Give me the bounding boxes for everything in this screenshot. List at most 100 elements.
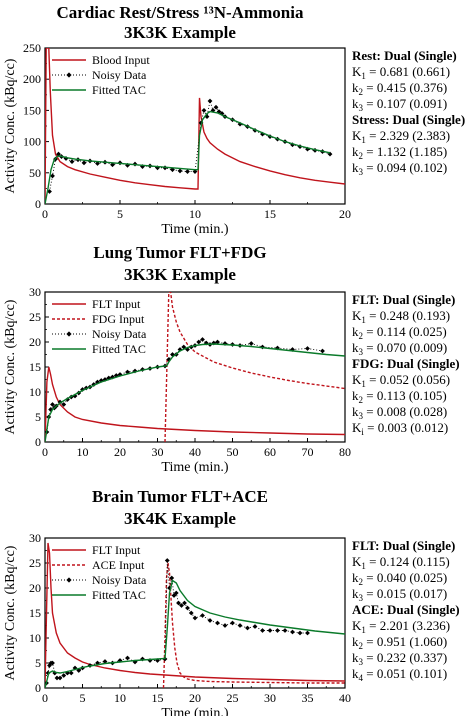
x-tick-label: 10 [189, 207, 201, 221]
data-point [72, 393, 78, 399]
chart-title: Cardiac Rest/Stress ¹³N-Ammonia [57, 3, 304, 22]
data-point [320, 348, 325, 354]
param-subscript: 3 [359, 167, 364, 177]
x-tick-label: 0 [42, 445, 48, 459]
data-point [290, 347, 295, 352]
param-value: = 0.124 (0.115) [366, 554, 450, 569]
y-tick-label: 10 [29, 385, 41, 399]
chart-title: Brain Tumor FLT+ACE [92, 487, 268, 506]
x-tick-label: 30 [152, 445, 164, 459]
data-point [297, 630, 303, 636]
x-tick-label: 20 [339, 207, 351, 221]
x-tick-label: 10 [114, 691, 126, 705]
legend-label: Noisy Data [92, 327, 147, 341]
param-symbol: K [352, 618, 362, 633]
param-symbol: k [352, 404, 359, 419]
param-value: = 0.113 (0.105) [363, 388, 447, 403]
param-symbol: k [352, 586, 359, 601]
data-point [185, 169, 190, 174]
data-point [176, 600, 181, 606]
data-point [132, 368, 138, 374]
x-tick-label: 80 [339, 445, 351, 459]
data-point [54, 675, 60, 681]
x-tick-label: 50 [227, 445, 239, 459]
data-point [200, 613, 205, 618]
y-tick-label: 150 [23, 103, 41, 117]
legend-label: ACE Input [92, 558, 145, 572]
param-line: K1 = 0.124 (0.115) [352, 554, 450, 571]
data-point [95, 161, 100, 166]
chart-subtitle: 3K3K Example [124, 265, 236, 284]
x-tick-label: 60 [264, 445, 276, 459]
data-point [110, 374, 115, 380]
data-point [230, 620, 235, 626]
param-symbol: k [352, 144, 359, 159]
param-value: = 0.681 (0.661) [366, 64, 450, 79]
param-subscript: 1 [361, 315, 366, 325]
param-symbol: K [352, 128, 362, 143]
legend-entry: Noisy Data [52, 68, 147, 82]
plot-frame [44, 47, 346, 205]
data-point [68, 670, 74, 676]
data-point [106, 375, 112, 381]
param-line: k3 = 0.008 (0.028) [352, 404, 447, 421]
data-point [113, 373, 119, 378]
data-point [181, 344, 187, 350]
x-tick-label: 5 [117, 207, 123, 221]
param-value: = 0.107 (0.091) [363, 96, 447, 111]
y-tick-label: 0 [35, 681, 41, 695]
x-tick-label: 10 [77, 445, 89, 459]
param-line: Ki = 0.003 (0.012) [352, 420, 448, 437]
legend-entry: ACE Input [52, 558, 145, 572]
data-point [95, 379, 100, 385]
data-point [102, 377, 108, 382]
legend-entry: Fitted TAC [52, 588, 146, 602]
param-symbol: k [352, 634, 359, 649]
y-tick-label: 15 [29, 360, 41, 374]
param-symbol: k [352, 650, 359, 665]
y-tick-label: 100 [23, 135, 41, 149]
legend-entry: Blood Input [52, 53, 150, 67]
series-group [45, 48, 345, 204]
legend-entry: FLT Input [52, 297, 141, 311]
y-tick-label: 15 [29, 606, 41, 620]
x-tick-label: 40 [189, 445, 201, 459]
data-point [275, 628, 280, 633]
y-axis-label: Activity Conc. (kBq/cc) [3, 545, 18, 680]
data-point [210, 108, 216, 113]
series-group [45, 292, 345, 442]
param-subscript: 1 [361, 135, 366, 145]
x-tick-label: 20 [189, 691, 201, 705]
data-point [290, 142, 295, 148]
data-point [305, 346, 310, 351]
data-point [170, 352, 175, 357]
param-subscript: 1 [361, 379, 366, 389]
y-tick-label: 20 [29, 335, 41, 349]
legend-label: Blood Input [92, 53, 150, 67]
data-point [305, 630, 310, 636]
data-point [213, 104, 219, 110]
y-tick-label: 30 [29, 531, 41, 545]
param-line: k3 = 0.232 (0.337) [352, 650, 447, 667]
param-line: K1 = 0.681 (0.661) [352, 64, 450, 81]
data-point [222, 341, 228, 346]
param-subscript: 1 [361, 625, 366, 635]
data-point [211, 340, 217, 346]
data-point [80, 387, 85, 392]
param-value: = 0.015 (0.017) [363, 586, 447, 601]
param-value: = 0.008 (0.028) [363, 404, 447, 419]
param-subscript: 2 [359, 395, 364, 405]
series-line-flt-input [45, 366, 345, 442]
x-tick-label: 0 [42, 691, 48, 705]
param-line: K1 = 2.201 (3.236) [352, 618, 450, 635]
data-point [245, 625, 250, 631]
x-tick-label: 20 [114, 445, 126, 459]
param-symbol: k [352, 96, 359, 111]
data-point [98, 378, 104, 383]
series-group [45, 542, 345, 688]
x-tick-label: 5 [80, 691, 86, 705]
param-symbol: K [352, 420, 362, 435]
data-point [48, 407, 54, 412]
param-subscript: 2 [359, 151, 364, 161]
y-tick-label: 0 [35, 197, 41, 211]
